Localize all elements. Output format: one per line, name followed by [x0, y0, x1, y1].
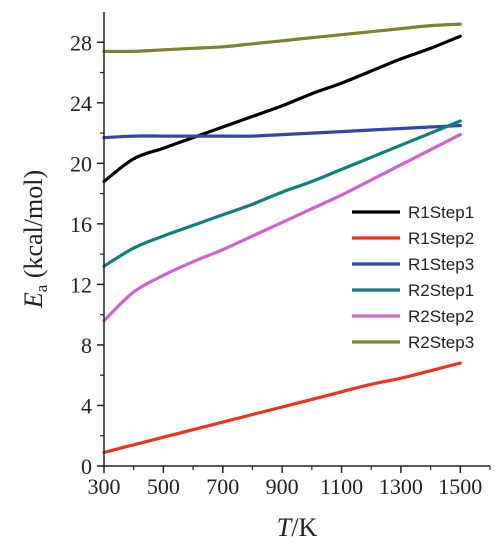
- x-axis-title: T/K: [277, 513, 318, 542]
- series-line-r2step1: [102, 119, 462, 268]
- y-tick-label: 12: [70, 272, 92, 297]
- y-tick-label: 0: [81, 454, 92, 479]
- y-tick-label: 20: [70, 151, 92, 176]
- x-tick-label: 1100: [320, 474, 363, 499]
- y-tick-label: 28: [70, 30, 92, 55]
- x-tick-label: 300: [88, 474, 121, 499]
- y-tick-label: 8: [81, 333, 92, 358]
- x-axis-title-unit: /K: [291, 513, 317, 542]
- legend-label-r1step1: R1Step1: [408, 203, 474, 222]
- x-tick-label: 900: [266, 474, 299, 499]
- legend-label-r1step2: R1Step2: [408, 229, 474, 248]
- y-tick-label: 24: [70, 91, 92, 116]
- y-axis-title: Ea (kcal/mol): [19, 170, 51, 309]
- series-line-r2step2: [102, 133, 462, 323]
- legend: R1Step1 R1Step2 R1Step3 R2Step1 R2Step2 R2Ste…: [352, 203, 474, 352]
- series-line-r1step3: [102, 123, 462, 140]
- series-line-r2step3: [102, 22, 462, 54]
- axes: [103, 12, 490, 467]
- x-tick-label: 700: [206, 474, 239, 499]
- series-line-r1step1: [102, 34, 462, 184]
- y-axis-title-symbol: E: [19, 292, 48, 309]
- x-tick-label: 1500: [438, 474, 482, 499]
- legend-label-r2step2: R2Step2: [408, 307, 474, 326]
- y-tick-label: 4: [81, 393, 92, 418]
- series-line-r1step2: [102, 361, 462, 454]
- x-tick-label: 500: [147, 474, 180, 499]
- x-axis-title-symbol: T: [277, 513, 293, 542]
- y-axis-title-unit: (kcal/mol): [19, 170, 48, 285]
- legend-label-r1step3: R1Step3: [408, 255, 474, 274]
- legend-label-r2step3: R2Step3: [408, 333, 474, 352]
- y-axis-title-subscript: a: [32, 284, 51, 292]
- y-tick-label: 16: [70, 212, 92, 237]
- legend-label-r2step1: R2Step1: [408, 281, 474, 300]
- x-tick-label: 1300: [379, 474, 423, 499]
